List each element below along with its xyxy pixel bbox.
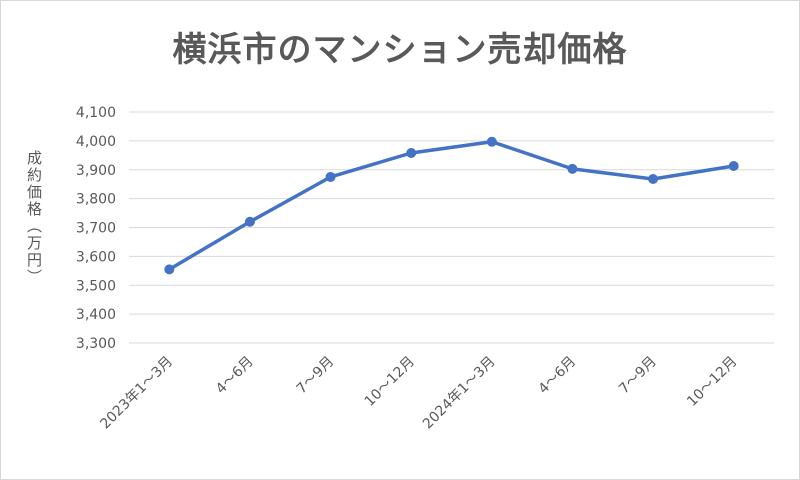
y-tick-label: 3,500 (76, 278, 116, 294)
y-tick-label: 4,000 (76, 134, 116, 150)
x-tick-labels: 2023年1～3月 4～6月 7～9月 10～12月 2024年1～3月 4～6月 7～9月… (97, 354, 740, 433)
x-tick-label: 10～12月 (684, 354, 740, 410)
gridlines (129, 111, 774, 344)
x-tick-label: 4～6月 (536, 354, 580, 398)
data-point (728, 160, 739, 171)
data-point (486, 136, 497, 147)
data-point (164, 264, 175, 275)
x-tick-label: 2024年1～3月 (420, 354, 499, 433)
y-tick-label: 3,700 (76, 221, 116, 237)
y-tick-label: 4,100 (76, 105, 116, 121)
y-tick-label: 3,600 (76, 249, 116, 265)
x-tick-label: 7～9月 (294, 354, 338, 398)
x-tick-label: 7～9月 (616, 354, 660, 398)
data-point (244, 216, 255, 227)
y-axis-label: 成約価格（万円） (25, 150, 43, 286)
data-point (325, 171, 336, 182)
data-series (164, 136, 739, 275)
chart-title: 横浜市のマンション売却価格 (172, 30, 628, 70)
data-point (648, 173, 659, 184)
y-tick-label: 3,800 (76, 192, 116, 208)
x-tick-label: 2023年1～3月 (97, 354, 176, 433)
y-tick-label: 3,400 (76, 307, 116, 323)
series-line (168, 139, 734, 271)
x-tick-label: 4～6月 (213, 354, 257, 398)
y-tick-label: 3,900 (76, 163, 116, 179)
data-point (567, 163, 578, 174)
y-tick-label: 3,300 (76, 336, 116, 352)
y-tick-labels: 3,300 3,400 3,500 3,600 3,700 3,800 3,900 4,000… (76, 105, 116, 352)
x-tick-label: 10～12月 (362, 354, 418, 410)
data-point (406, 148, 417, 159)
